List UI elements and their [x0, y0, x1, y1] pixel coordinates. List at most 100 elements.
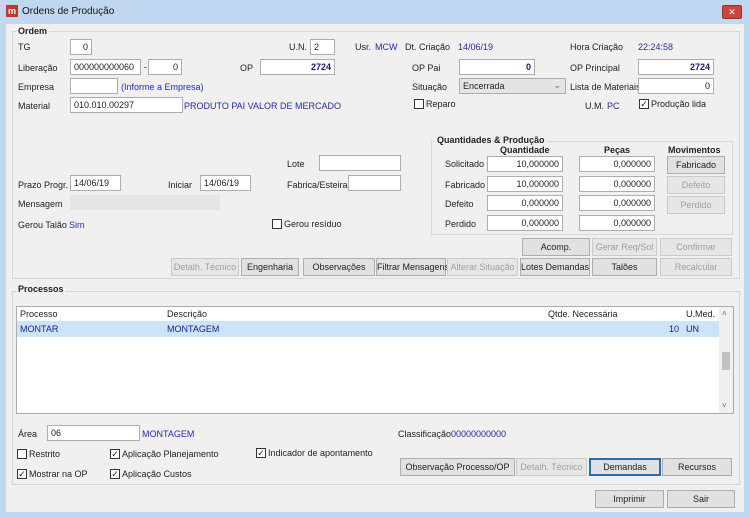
sair-button[interactable]: Sair — [667, 490, 735, 508]
defeito-qtd[interactable]: 0,000000 — [487, 195, 563, 211]
solicitado-label: Solicitado — [445, 159, 485, 169]
checkbox-unchecked-icon — [272, 219, 282, 229]
acomp-button[interactable]: Acomp. — [522, 238, 590, 256]
engenharia-button[interactable]: Engenharia — [241, 258, 299, 276]
scroll-thumb[interactable] — [722, 352, 730, 370]
reparo-checkbox[interactable]: Reparo — [414, 99, 456, 109]
aplicacao-planejamento-checkbox[interactable]: ✓ Aplicação Planejamento — [110, 449, 219, 459]
fabrica-label: Fabrica/Esteira — [287, 180, 348, 190]
close-button[interactable]: ✕ — [722, 5, 742, 19]
scroll-down-icon[interactable]: ˅ — [722, 401, 727, 410]
prazo-input[interactable]: 14/06/19 — [70, 175, 121, 191]
empresa-input[interactable] — [70, 78, 118, 94]
solicitado-pecas[interactable]: 0,000000 — [579, 156, 655, 172]
liberacao-label: Liberação — [18, 63, 58, 73]
recalcular-button[interactable]: Recalcular — [660, 258, 732, 276]
mostrar-na-op-checkbox[interactable]: ✓ Mostrar na OP — [17, 469, 88, 479]
perdido-button[interactable]: Perdido — [667, 196, 725, 214]
empresa-label: Empresa — [18, 82, 55, 92]
material-input[interactable]: 010.010.00297 — [70, 97, 183, 113]
fabricado-qtd[interactable]: 10,000000 — [487, 176, 563, 192]
row-descricao: MONTAGEM — [167, 324, 220, 334]
gerou-talao-value: Sim — [69, 220, 85, 230]
area-input[interactable]: 06 — [47, 425, 140, 441]
aplicacao-custos-checkbox[interactable]: ✓ Aplicação Custos — [110, 469, 192, 479]
defeito-button[interactable]: Defeito — [667, 176, 725, 194]
un-input[interactable]: 2 — [310, 39, 335, 55]
situacao-select[interactable]: Encerrada ⌄ — [459, 78, 566, 94]
confirmar-button[interactable]: Confirmar — [660, 238, 732, 256]
col-qtde[interactable]: Qtde. Necessária — [548, 309, 618, 319]
col-pecas: Peças — [604, 145, 631, 155]
indicador-apontamento-label: Indicador de apontamento — [268, 448, 373, 458]
fabricado-label: Fabricado — [445, 180, 486, 190]
checkbox-unchecked-icon — [17, 449, 27, 459]
filtrar-mensagens-button[interactable]: Filtrar Mensagens — [376, 258, 449, 276]
iniciar-input[interactable]: 14/06/19 — [200, 175, 251, 191]
fabricado-pecas[interactable]: 0,000000 — [579, 176, 655, 192]
scroll-up-icon[interactable]: ˄ — [722, 309, 727, 318]
lote-input[interactable] — [319, 155, 401, 171]
perdido-qtd[interactable]: 0,000000 — [487, 215, 563, 231]
col-umed[interactable]: U.Med. — [686, 309, 716, 319]
checkbox-checked-icon: ✓ — [639, 99, 649, 109]
lista-materiais-input[interactable]: 0 — [638, 78, 714, 94]
lotes-demandas-button[interactable]: Lotes Demandas — [520, 258, 590, 276]
liberacao-seq-input[interactable]: 0 — [148, 59, 182, 75]
processos-list[interactable]: Processo Descrição Qtde. Necessária U.Me… — [16, 306, 734, 414]
classificacao-value: 00000000000 — [451, 429, 507, 439]
aplicacao-custos-label: Aplicação Custos — [122, 469, 192, 479]
tg-label: TG — [18, 42, 31, 52]
dt-criacao-value: 14/06/19 — [458, 42, 494, 52]
producao-lida-label: Produção lida — [651, 99, 707, 109]
mensagem-label: Mensagem — [18, 199, 63, 209]
op-input[interactable]: 2724 — [260, 59, 335, 75]
lote-label: Lote — [287, 159, 305, 169]
gerou-residuo-checkbox[interactable]: Gerou resíduo — [272, 219, 342, 229]
situacao-label: Situação — [412, 82, 448, 92]
processos-group-label: Processos — [16, 284, 66, 294]
col-processo[interactable]: Processo — [20, 309, 58, 319]
op-pai-input[interactable]: 0 — [459, 59, 535, 75]
restrito-checkbox[interactable]: Restrito — [17, 449, 60, 459]
op-principal-input[interactable]: 2724 — [638, 59, 714, 75]
app-logo-icon: m — [6, 5, 18, 17]
fabrica-input[interactable] — [348, 175, 401, 191]
solicitado-qtd[interactable]: 10,000000 — [487, 156, 563, 172]
iniciar-label: Iniciar — [168, 180, 193, 190]
chevron-down-icon: ⌄ — [553, 80, 561, 90]
checkbox-checked-icon: ✓ — [17, 469, 27, 479]
op-label: OP — [240, 63, 254, 73]
observacoes-button[interactable]: Observações — [303, 258, 375, 276]
indicador-apontamento-checkbox[interactable]: ✓ Indicador de apontamento — [256, 448, 373, 458]
scrollbar[interactable]: ˄ ˅ — [719, 307, 733, 413]
observacao-processo-button[interactable]: Observação Processo/OP — [400, 458, 515, 476]
table-row[interactable]: MONTAR MONTAGEM 10 UN — [17, 321, 719, 337]
aplicacao-planejamento-label: Aplicação Planejamento — [122, 449, 219, 459]
area-label: Área — [18, 429, 38, 439]
demandas-button[interactable]: Demandas — [589, 458, 661, 476]
tg-input[interactable]: 0 — [70, 39, 92, 55]
window-title: Ordens de Produção — [22, 6, 115, 17]
gerou-residuo-label: Gerou resíduo — [284, 219, 342, 229]
mensagem-field — [70, 195, 220, 210]
mostrar-na-op-label: Mostrar na OP — [29, 469, 88, 479]
ordem-group — [12, 31, 740, 279]
situacao-value: Encerrada — [463, 81, 505, 91]
producao-lida-checkbox[interactable]: ✓ Produção lida — [639, 99, 706, 109]
detalh-tecnico-button[interactable]: Detalh. Técnico — [171, 258, 239, 276]
imprimir-button[interactable]: Imprimir — [595, 490, 664, 508]
alterar-situacao-button[interactable]: Alterar Situação — [447, 258, 518, 276]
defeito-pecas[interactable]: 0,000000 — [579, 195, 655, 211]
lista-materiais-label: Lista de Materiais — [570, 82, 641, 92]
liberacao-input[interactable]: 000000000060 — [70, 59, 141, 75]
recursos-button[interactable]: Recursos — [662, 458, 732, 476]
checkbox-checked-icon: ✓ — [256, 448, 266, 458]
prazo-label: Prazo Progr. — [18, 180, 69, 190]
perdido-pecas[interactable]: 0,000000 — [579, 215, 655, 231]
gerar-req-button[interactable]: Gerar Req/Sol — [592, 238, 657, 256]
detalh-tecnico-processo-button[interactable]: Detalh. Técnico — [516, 458, 587, 476]
taloes-button[interactable]: Talões — [592, 258, 657, 276]
col-descricao[interactable]: Descrição — [167, 309, 208, 319]
fabricado-button[interactable]: Fabricado — [667, 156, 725, 174]
